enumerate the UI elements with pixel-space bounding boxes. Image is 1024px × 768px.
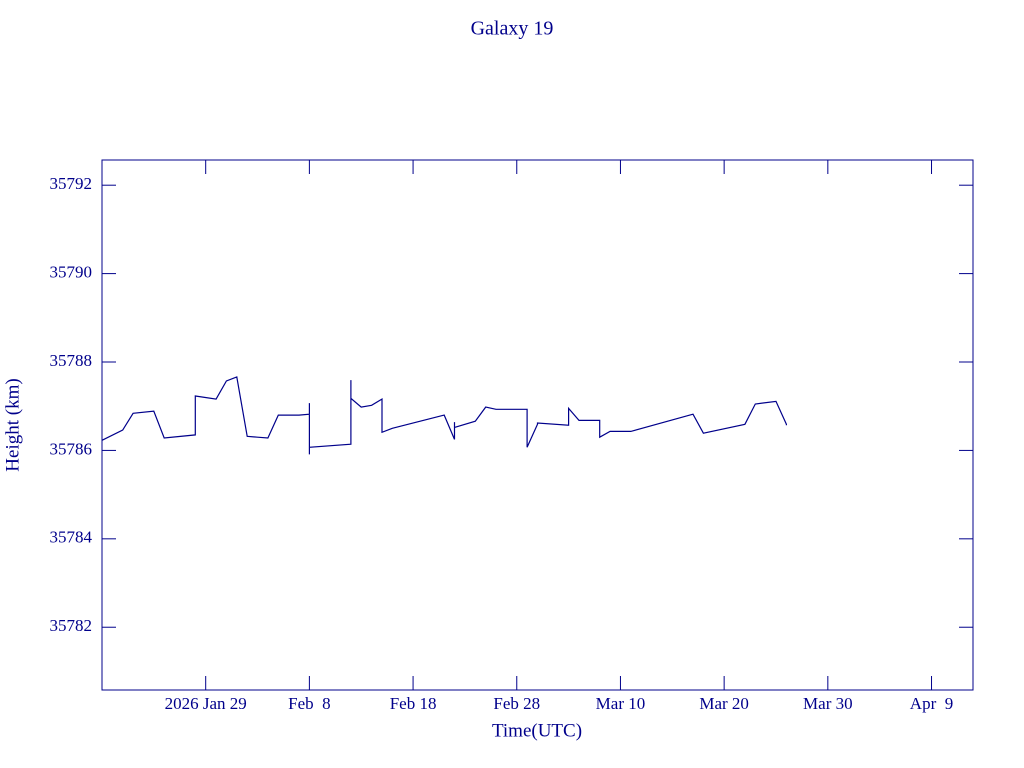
y-tick-label: 35784 <box>50 528 93 547</box>
x-tick-label: Mar 30 <box>803 694 853 713</box>
x-tick-label: 2026 Jan 29 <box>165 694 247 713</box>
x-tick-label: Mar 20 <box>699 694 749 713</box>
data-line <box>101 376 788 455</box>
chart-title: Galaxy 19 <box>471 18 554 40</box>
x-tick-label: Feb 28 <box>493 694 540 713</box>
x-axis-label: Time(UTC) <box>492 720 582 741</box>
x-tick-label: Feb 8 <box>288 694 331 713</box>
x-tick-label: Mar 10 <box>596 694 646 713</box>
y-axis-label: Height (km) <box>2 378 23 471</box>
y-tick-label: 35782 <box>50 616 93 635</box>
plot-frame <box>101 159 974 691</box>
x-tick-label: Apr 9 <box>910 694 953 713</box>
x-tick-label: Feb 18 <box>390 694 437 713</box>
y-tick-label: 35788 <box>50 351 93 370</box>
y-tick-label: 35790 <box>50 263 93 282</box>
y-tick-label: 35786 <box>50 439 93 458</box>
y-tick-label: 35792 <box>50 174 93 193</box>
